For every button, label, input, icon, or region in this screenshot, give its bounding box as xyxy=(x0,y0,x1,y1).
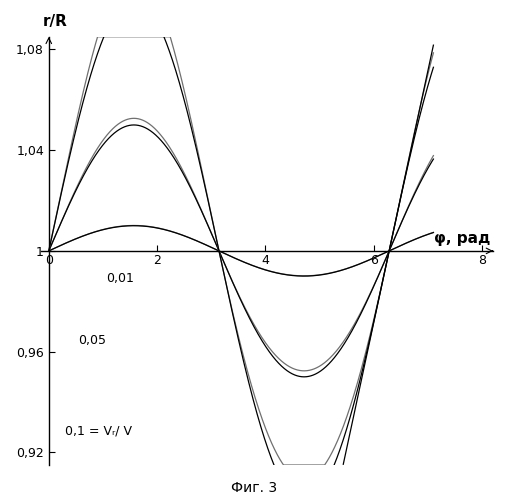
Text: 0,01: 0,01 xyxy=(106,272,134,285)
Text: 0,05: 0,05 xyxy=(79,334,107,347)
Text: r/R: r/R xyxy=(42,14,67,29)
Text: 0,1 = Vᵣ/ V: 0,1 = Vᵣ/ V xyxy=(65,425,132,438)
Text: Фиг. 3: Фиг. 3 xyxy=(231,481,277,495)
Text: φ, рад: φ, рад xyxy=(434,231,490,246)
